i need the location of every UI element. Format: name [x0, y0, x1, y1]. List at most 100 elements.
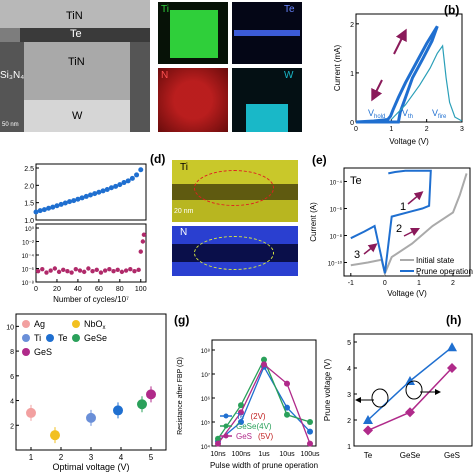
panel-c-bottom-point [119, 269, 125, 275]
panel-c-bottom-point [77, 268, 83, 273]
panel-e-legend-initial: Initial state [416, 256, 455, 265]
eds-label-n: N [161, 70, 169, 81]
panel-c-top-point [108, 185, 114, 191]
panel-c-xtick-label: 40 [74, 286, 82, 293]
panel-g-ylabel: Resistance after FBP (Ω) [177, 357, 184, 435]
panel-b-ytick-label: 2 [350, 22, 354, 29]
panel-f-legend-gese: GeSe [84, 333, 107, 343]
panel-d-letter: (d) [150, 152, 166, 166]
panel-b-xtick-label: 0 [354, 126, 358, 133]
panel-g-point [284, 404, 290, 411]
panel-c-top-point [71, 198, 77, 204]
panel-h-ytick-label: 5 [347, 340, 351, 347]
panel-c-bottom-point [69, 270, 74, 275]
panel-g-letter: (g) [174, 313, 189, 327]
panel-g-legend: Te (2V) GeSe(4V) GeS (5V) [220, 412, 273, 441]
panel-b-arrow-up [393, 28, 407, 55]
panel-b-ytick-label: 1 [350, 71, 354, 78]
panel-b-xtick-label: 3 [460, 126, 464, 133]
panel-f-xtick-label: 5 [149, 453, 154, 462]
panel-c-xtick-label: 0 [34, 286, 38, 293]
panel-c-top-point [129, 175, 135, 181]
panel-c-bottom-point [35, 269, 41, 274]
panel-b-series-line [355, 25, 439, 124]
panel-c-bottom-point [128, 266, 133, 272]
panel-g-xtick-label: 100ns [231, 451, 251, 458]
panel-e-xtick-label: 0 [383, 280, 387, 287]
panel-h-ytick-label: 4 [347, 366, 351, 373]
panel-c-top-point [33, 209, 39, 215]
layer-label-tin-bottom: TiN [68, 56, 85, 68]
panel-c-bottom-point [56, 269, 62, 275]
panel-b-ytick-label: 0 [350, 120, 354, 127]
panel-e-xtick-label: 1 [417, 280, 421, 287]
panel-c-top-point [83, 193, 89, 199]
panel-c-bottom-point [65, 269, 70, 274]
panel-f-xtick-label: 1 [29, 453, 34, 462]
panel-d-ti-ellipse [194, 170, 274, 206]
panel-e-series-line [350, 173, 468, 277]
eds-label-ti: Ti [161, 4, 169, 15]
panel-c-top-axes [35, 163, 147, 221]
panel-b-iv-chart: (b) Current (mA) Voltage (V) 2 1 0 0 1 2 3 Vh… [333, 3, 464, 146]
panel-b-xtick-label: 1 [389, 126, 393, 133]
panel-c-bottom-point [141, 232, 147, 237]
panel-g-ytick-label: 10⁷ [201, 372, 210, 379]
panel-h-diamond-point [405, 407, 415, 418]
panel-f-legend-ag: Ag [34, 319, 45, 329]
panel-g-ytick-label: 10⁵ [201, 420, 211, 427]
panel-c-xtick-label: 80 [116, 286, 124, 293]
panel-f-legend-te: Te [58, 333, 68, 343]
panel-e-series-line [350, 169, 432, 274]
panel-e-axes [343, 167, 471, 277]
panel-h-triangle-point [363, 415, 373, 424]
panel-e-xtick-label: -1 [348, 280, 354, 287]
panel-g-axes [211, 339, 317, 447]
panel-f-ytick-label: 2 [10, 423, 14, 430]
panel-d-label-n: N [180, 227, 188, 238]
panel-h-triangle-point [447, 342, 457, 352]
eds-map-n: N [158, 68, 228, 132]
panel-c-top-point [50, 204, 56, 210]
panel-g-point [238, 419, 244, 425]
panel-d-map-n: N [172, 226, 298, 276]
panel-b-xlabel: Voltage (V) [389, 137, 429, 146]
scale-bar-label: 50 nm [2, 122, 19, 128]
eds-map-ti: Ti [158, 2, 228, 64]
panel-e-xlabel: Voltage (V) [387, 289, 427, 298]
panel-h-xtick-label: Te [364, 451, 373, 460]
panel-b-arrow-down [371, 79, 383, 102]
panel-e-arrow-3 [363, 243, 378, 255]
panel-c-xtick-label: 60 [95, 286, 103, 293]
panel-h-xtick-label: GeS [444, 451, 460, 460]
panel-b-series-line [390, 44, 463, 122]
panel-g-xtick-label: 10ns [210, 451, 226, 458]
panel-c-bottom-point [86, 266, 91, 271]
panel-c-bottom-point [98, 270, 104, 275]
panel-g-ytick-label: 10⁶ [201, 396, 211, 403]
panel-d-scale: 20 nm [174, 208, 194, 215]
panel-g-xlabel: Pulse width of prune operation [210, 461, 318, 470]
panel-c-top-point [117, 182, 123, 188]
panel-d-map-ti: Ti 20 nm [172, 160, 298, 222]
panel-f-xtick-label: 3 [89, 453, 94, 462]
panel-c-top-point [92, 191, 98, 197]
panel-h-ytick-label: 3 [347, 392, 351, 399]
panel-c-bottom-point [61, 267, 66, 273]
panel-h-ytick-label: 1 [347, 444, 351, 451]
panel-c-bottom-point [48, 268, 53, 273]
eds-map-w: W [232, 68, 302, 132]
panel-c-bottom-point [102, 268, 108, 273]
panel-f-legend-ti: Ti [34, 333, 41, 343]
panel-f-legend-ges: GeS [34, 347, 52, 357]
layer-label-w: W [72, 110, 83, 122]
panel-g-xtick-label: 10us [279, 451, 295, 458]
panel-f-point [146, 389, 156, 400]
panel-c-top-point [113, 183, 119, 189]
panel-h-letter: (h) [446, 313, 461, 327]
panel-e-ytick-label: 10⁻¹⁰ [328, 261, 343, 268]
panel-c-top-point [46, 205, 52, 211]
panel-c-bottom-point [140, 239, 146, 244]
panel-h-prune-chart: (h) Prune voltage (V) 5 4 3 2 1 Te GeSe GeS [323, 313, 473, 460]
panel-c-bottom-point [81, 269, 87, 275]
